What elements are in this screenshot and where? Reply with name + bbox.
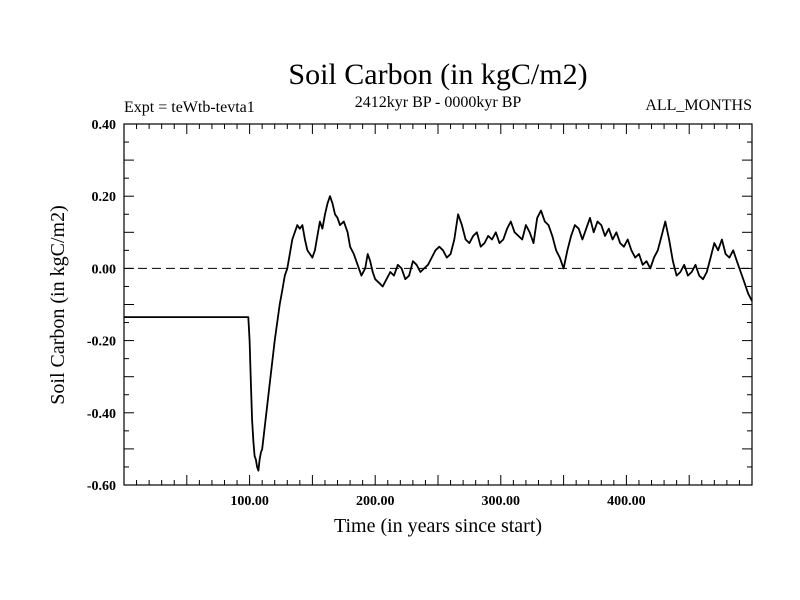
y-tick-label: 0.20 [92,190,117,205]
y-tick-label: -0.20 [87,335,116,350]
x-tick-label: 400.00 [607,494,646,509]
axis-ticks [124,124,752,485]
y-tick-label: 0.00 [92,262,117,277]
series-line-soil-carbon [124,196,752,470]
months-label: ALL_MONTHS [645,97,752,114]
axis-tick-labels: 100.00 200.00 300.00 400.00 -0.60 -0.40 -0.20 0… [87,118,646,509]
experiment-label: Expt = teWtb-tevta1 [124,99,255,116]
chart-subtitle: 2412kyr BP - 0000kyr BP [355,94,522,111]
soil-carbon-chart: Soil Carbon (in kgC/m2) 2412kyr BP - 000… [0,0,800,600]
y-axis-label: Soil Carbon (in kgC/m2) [47,205,69,404]
x-tick-label: 200.00 [356,494,395,509]
x-axis-label: Time (in years since start) [334,515,542,537]
x-tick-label: 100.00 [230,494,269,509]
x-tick-label: 300.00 [482,494,521,509]
y-tick-label: -0.60 [87,479,116,494]
y-tick-label: -0.40 [87,407,116,422]
chart-title: Soil Carbon (in kgC/m2) [288,58,587,91]
plot-frame [124,124,752,485]
y-tick-label: 0.40 [92,118,117,133]
